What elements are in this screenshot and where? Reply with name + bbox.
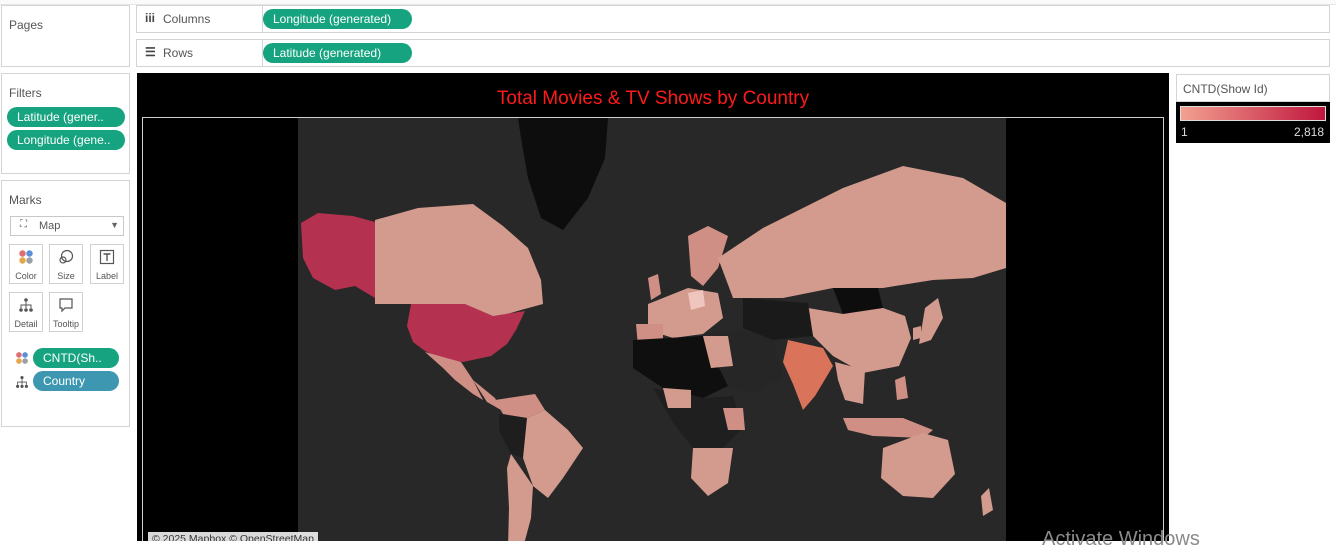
activate-windows-watermark: Activate Windows bbox=[1042, 528, 1200, 550]
south-korea bbox=[913, 326, 921, 340]
greenland bbox=[518, 118, 608, 230]
china bbox=[808, 308, 911, 373]
marks-title: Marks bbox=[9, 193, 42, 207]
size-button[interactable]: Size bbox=[49, 244, 83, 284]
detail-button-label: Detail bbox=[14, 319, 38, 329]
filter-pill-latitude[interactable]: Latitude (gener.. bbox=[7, 107, 125, 127]
brazil bbox=[515, 410, 583, 498]
scandinavia bbox=[688, 226, 728, 286]
nigeria bbox=[663, 388, 691, 408]
color-legend[interactable]: CNTD(Show Id) 1 2,818 bbox=[1176, 74, 1330, 144]
philippines bbox=[895, 376, 908, 400]
central-america bbox=[473, 380, 501, 410]
columns-shelf[interactable]: iii Columns Longitude (generated) bbox=[136, 5, 1330, 33]
russia bbox=[718, 166, 1006, 298]
legend-min-label: 1 bbox=[1181, 125, 1188, 139]
rows-icon: ☰ bbox=[145, 45, 156, 59]
indonesia bbox=[843, 418, 933, 438]
world-map[interactable] bbox=[143, 118, 1164, 541]
color-icon bbox=[10, 249, 42, 271]
detail-field-pill[interactable]: Country bbox=[33, 371, 119, 391]
india bbox=[783, 340, 833, 410]
pages-card: Pages bbox=[1, 5, 130, 67]
peru-bolivia bbox=[499, 414, 527, 458]
detail-button[interactable]: Detail bbox=[9, 292, 43, 332]
map-frame[interactable]: © 2025 Mapbox © OpenStreetMap bbox=[142, 117, 1164, 541]
columns-label: Columns bbox=[163, 12, 211, 26]
mongolia bbox=[833, 288, 883, 314]
columns-shelf-label: iii Columns bbox=[137, 6, 263, 32]
map-visualization[interactable]: Total Movies & TV Shows by Country bbox=[137, 73, 1169, 541]
filters-card: Filters Latitude (gener.. Longitude (gen… bbox=[1, 73, 130, 174]
text-label-icon bbox=[91, 249, 123, 271]
mark-type-dropdown[interactable]: ⛶ Map ▼ bbox=[10, 216, 124, 236]
detail-field-icon bbox=[15, 375, 29, 392]
uk bbox=[648, 274, 661, 300]
map-attribution[interactable]: © 2025 Mapbox © OpenStreetMap bbox=[148, 532, 318, 541]
viz-title: Total Movies & TV Shows by Country bbox=[496, 88, 810, 109]
japan bbox=[919, 298, 943, 344]
rows-shelf-label: ☰ Rows bbox=[137, 40, 263, 66]
color-field-pill[interactable]: CNTD(Sh.. bbox=[33, 348, 119, 368]
tooltip-button-label: Tooltip bbox=[52, 319, 79, 329]
rows-shelf[interactable]: ☰ Rows Latitude (generated) bbox=[136, 39, 1330, 67]
columns-icon: iii bbox=[145, 11, 156, 25]
canada bbox=[375, 204, 543, 321]
pages-title: Pages bbox=[9, 18, 44, 32]
map-mark-icon: ⛶ bbox=[20, 219, 27, 230]
label-button-label: Label bbox=[95, 271, 119, 281]
new-zealand bbox=[981, 488, 993, 516]
rows-pill-latitude[interactable]: Latitude (generated) bbox=[263, 43, 412, 63]
filter-pill-longitude[interactable]: Longitude (gene.. bbox=[7, 130, 125, 150]
legend-title: CNTD(Show Id) bbox=[1183, 82, 1268, 96]
marks-card: Marks ⛶ Map ▼ Color Size Label Detail To… bbox=[1, 180, 130, 427]
filters-title: Filters bbox=[9, 86, 42, 100]
alaska bbox=[301, 213, 375, 298]
southeast-asia bbox=[835, 362, 865, 404]
legend-max-label: 2,818 bbox=[1293, 125, 1324, 139]
label-button[interactable]: Label bbox=[90, 244, 124, 284]
southern-africa bbox=[691, 448, 733, 496]
top-toolbar-strip bbox=[0, 0, 1336, 5]
kenya bbox=[723, 408, 745, 430]
color-field-icon bbox=[15, 351, 29, 368]
mexico bbox=[425, 352, 483, 400]
central-asia bbox=[743, 298, 813, 340]
size-button-label: Size bbox=[57, 271, 75, 281]
color-button-label: Color bbox=[15, 271, 37, 281]
usa bbox=[407, 304, 525, 362]
tooltip-button[interactable]: Tooltip bbox=[49, 292, 83, 332]
legend-header: CNTD(Show Id) bbox=[1176, 74, 1330, 102]
detail-icon bbox=[10, 297, 42, 319]
legend-gradient-bar bbox=[1180, 106, 1326, 121]
rows-label: Rows bbox=[163, 46, 194, 60]
north-africa bbox=[633, 336, 728, 398]
argentina-chile bbox=[507, 454, 533, 541]
tooltip-icon bbox=[50, 297, 82, 319]
egypt bbox=[703, 336, 733, 368]
color-button[interactable]: Color bbox=[9, 244, 43, 284]
mark-type-value: Map bbox=[39, 220, 61, 232]
legend-body: 1 2,818 bbox=[1176, 102, 1330, 143]
chevron-down-icon: ▼ bbox=[110, 220, 119, 230]
columns-pill-longitude[interactable]: Longitude (generated) bbox=[263, 9, 412, 29]
size-icon bbox=[50, 249, 82, 271]
australia bbox=[881, 433, 955, 498]
colombia-venezuela bbox=[495, 394, 545, 418]
germany bbox=[688, 290, 705, 310]
